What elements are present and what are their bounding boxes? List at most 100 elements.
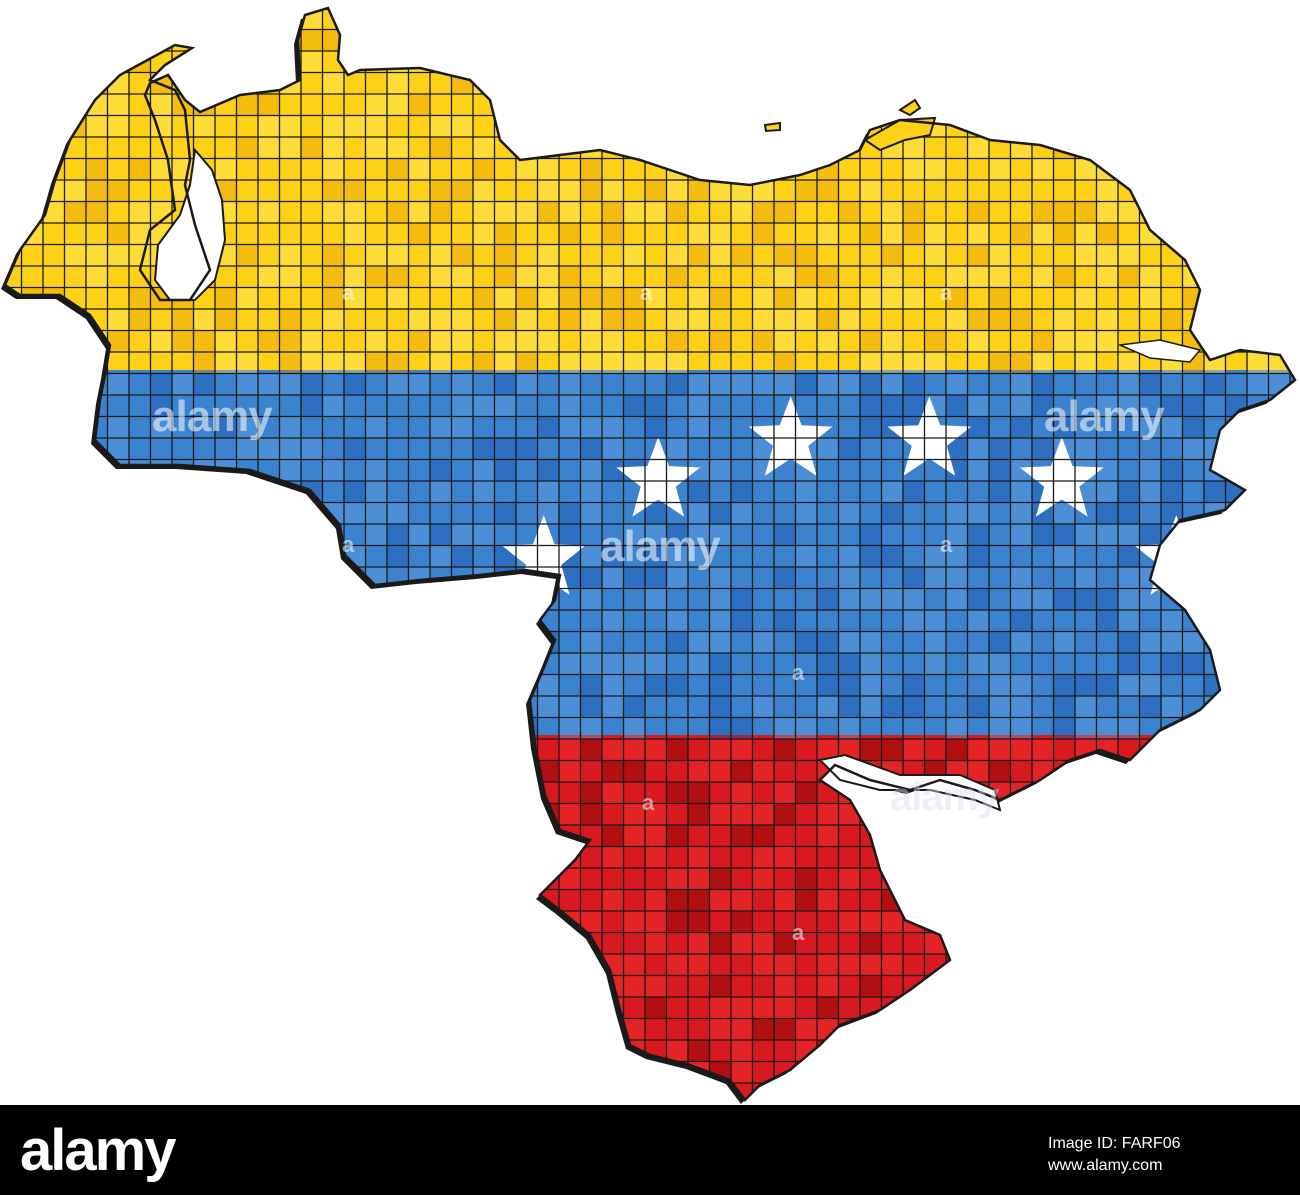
mosaic-tile: [967, 244, 989, 266]
mosaic-tile: [322, 158, 344, 180]
mosaic-tile: [602, 567, 624, 589]
mosaic-tile: [1247, 373, 1269, 395]
mosaic-tile: [774, 137, 796, 159]
mosaic-tile: [924, 244, 946, 266]
mosaic-tile: [688, 782, 710, 804]
mosaic-tile: [924, 158, 946, 180]
mosaic-tile: [408, 524, 430, 546]
mosaic-tile: [322, 889, 344, 911]
mosaic-tile: [881, 739, 903, 761]
mosaic-tile: [602, 416, 624, 438]
mosaic-tile: [107, 674, 129, 696]
mosaic-tile: [688, 954, 710, 976]
mosaic-tile: [365, 997, 387, 1019]
mosaic-tile: [1096, 588, 1118, 610]
mosaic-tile: [1139, 51, 1161, 73]
mosaic-tile: [1161, 739, 1183, 761]
mosaic-tile: [903, 223, 925, 245]
mosaic-tile: [215, 330, 237, 352]
mosaic-tile: [258, 1040, 280, 1062]
mosaic-tile: [688, 932, 710, 954]
mosaic-tile: [881, 911, 903, 933]
mosaic-tile: [64, 416, 86, 438]
mosaic-tile: [709, 330, 731, 352]
mosaic-tile: [150, 158, 172, 180]
mosaic-tile: [430, 954, 452, 976]
mosaic-tile: [774, 803, 796, 825]
mosaic-tile: [580, 1040, 602, 1062]
mosaic-tile: [537, 696, 559, 718]
mosaic-tile: [817, 29, 839, 51]
mosaic-tile: [903, 158, 925, 180]
mosaic-tile: [709, 51, 731, 73]
mosaic-tile: [1204, 481, 1226, 503]
mosaic-tile: [64, 373, 86, 395]
mosaic-tile: [215, 653, 237, 675]
mosaic-tile: [1139, 524, 1161, 546]
mosaic-tile: [129, 158, 151, 180]
mosaic-tile: [860, 524, 882, 546]
mosaic-tile: [516, 803, 538, 825]
mosaic-tile: [43, 1061, 65, 1083]
mosaic-tile: [150, 8, 172, 30]
mosaic-tile: [1225, 653, 1247, 675]
mosaic-tile: [1268, 889, 1290, 911]
mosaic-tile: [1096, 1061, 1118, 1083]
mosaic-tile: [1161, 309, 1183, 331]
mosaic-tile: [150, 481, 172, 503]
mosaic-tile: [795, 29, 817, 51]
mosaic-tile: [258, 438, 280, 460]
mosaic-tile: [215, 674, 237, 696]
mosaic-tile: [709, 868, 731, 890]
mosaic-tile: [150, 717, 172, 739]
mosaic-tile: [903, 395, 925, 417]
mosaic-tile: [322, 631, 344, 653]
mosaic-tile: [107, 481, 129, 503]
mosaic-tile: [301, 29, 323, 51]
mosaic-tile: [43, 653, 65, 675]
mosaic-tile: [946, 51, 968, 73]
mosaic-tile: [903, 567, 925, 589]
mosaic-tile: [989, 1061, 1011, 1083]
island-small-2: [763, 121, 781, 133]
mosaic-tile: [387, 72, 409, 94]
mosaic-tile: [946, 567, 968, 589]
mosaic-tile: [623, 8, 645, 30]
mosaic-tile: [580, 287, 602, 309]
mosaic-tile: [494, 1018, 516, 1040]
mosaic-tile: [860, 180, 882, 202]
mosaic-tile: [1053, 975, 1075, 997]
mosaic-tile: [537, 481, 559, 503]
mosaic-tile: [1118, 1083, 1140, 1100]
mosaic-tile: [752, 803, 774, 825]
mosaic-tile: [301, 1018, 323, 1040]
mosaic-tile: [666, 201, 688, 223]
mosaic-tile: [1161, 932, 1183, 954]
mosaic-tile: [1096, 954, 1118, 976]
mosaic-tile: [1182, 201, 1204, 223]
mosaic-tile: [645, 975, 667, 997]
mosaic-tile: [924, 51, 946, 73]
mosaic-tile: [473, 1061, 495, 1083]
mosaic-tile: [752, 954, 774, 976]
mosaic-tile: [1139, 373, 1161, 395]
mosaic-tile: [645, 588, 667, 610]
mosaic-tile: [1268, 287, 1290, 309]
mosaic-tile: [1290, 782, 1295, 804]
mosaic-tile: [537, 1083, 559, 1100]
mosaic-tile: [129, 244, 151, 266]
mosaic-tile: [150, 459, 172, 481]
mosaic-tile: [1225, 889, 1247, 911]
mosaic-tile: [86, 782, 108, 804]
mosaic-tile: [1032, 352, 1054, 374]
mosaic-tile: [86, 545, 108, 567]
flag-star: [887, 396, 972, 476]
mosaic-tile: [5, 309, 22, 331]
mosaic-tile: [989, 438, 1011, 460]
mosaic-tile: [43, 739, 65, 761]
mosaic-tile: [107, 911, 129, 933]
mosaic-tile: [279, 610, 301, 632]
mosaic-tile: [666, 631, 688, 653]
mosaic-tile: [172, 911, 194, 933]
mosaic-tile: [1010, 524, 1032, 546]
